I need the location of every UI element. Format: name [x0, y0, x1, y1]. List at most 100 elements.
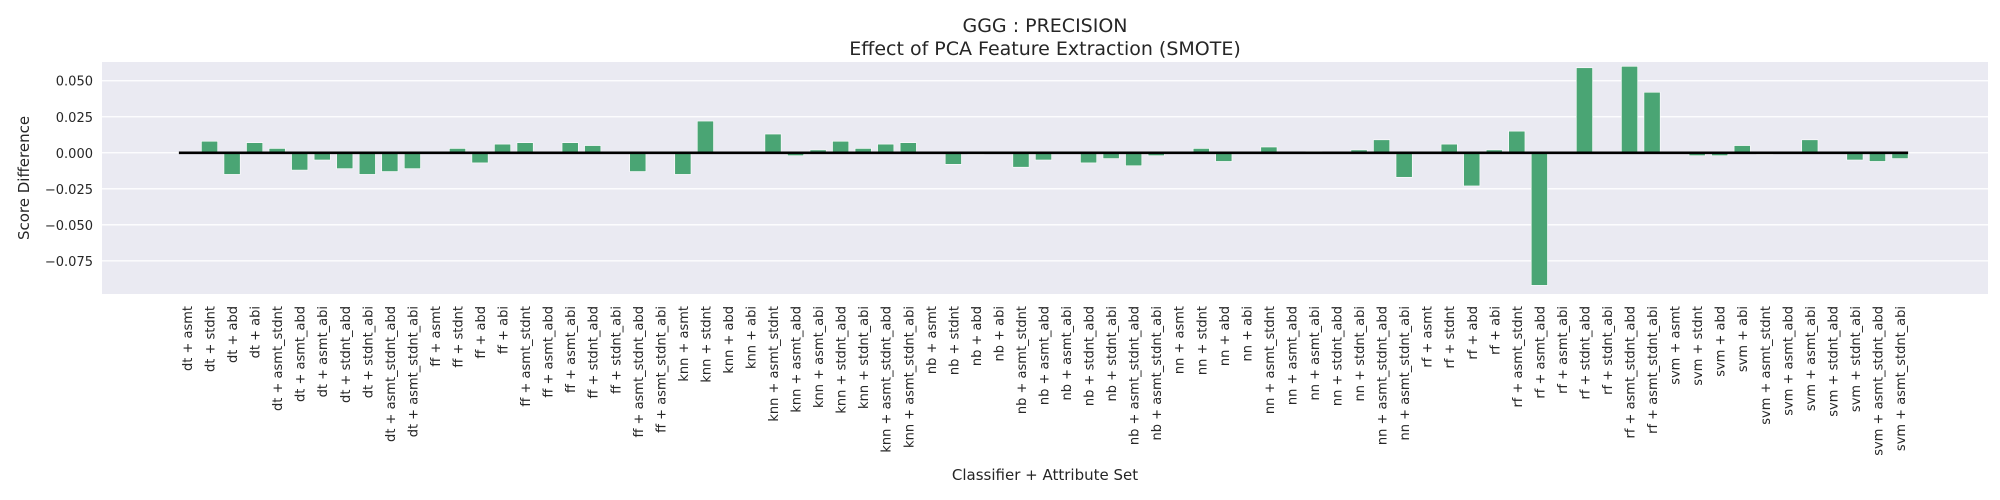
x-tick-label: svm + asmt [1669, 306, 1684, 385]
x-tick-label: svm + abi [1736, 306, 1751, 372]
x-tick-label: nb + asmt_stdnt_abi [1150, 306, 1165, 440]
x-tick-label: ff + stdnt [451, 306, 466, 368]
bar [764, 133, 782, 154]
x-tick-label: knn + stdnt_abd [835, 306, 850, 414]
x-tick-label: ff + asmt_abd [542, 306, 557, 398]
x-tick-label: nb + asmt_abd [1038, 306, 1053, 405]
x-tick-label: svm + asmt_abi [1804, 306, 1819, 411]
x-tick-label: svm + asmt_stdnt_abd [1871, 306, 1886, 456]
x-tick-label: dt + asmt_stdnt_abd [384, 306, 399, 442]
x-axis-label: Classifier + Attribute Set [952, 466, 1138, 484]
bar [1463, 152, 1481, 187]
x-tick-labels: dt + asmt dt + stdnt dt + abd dt + abi dt + … [181, 306, 1909, 456]
bar [381, 152, 399, 172]
x-tick-label: svm + asmt_abd [1781, 306, 1796, 416]
x-tick-label: dt + stdnt_abi [361, 306, 376, 398]
x-tick-label: ff + asmt [429, 306, 444, 367]
x-tick-label: nb + asmt_stdnt [1015, 306, 1030, 414]
bar [1012, 152, 1030, 168]
x-tick-label: svm + asmt_stdnt_abi [1894, 306, 1909, 451]
x-tick-label: nn + asmt_abd [1285, 306, 1300, 405]
bar [1801, 139, 1819, 154]
x-tick-label: rf + stdnt_abi [1601, 306, 1616, 395]
x-tick-label: nb + stdnt_abd [1083, 306, 1098, 406]
x-tick-label: knn + stdnt [699, 306, 714, 383]
x-tick-label: nn + asmt_stdnt_abi [1398, 306, 1413, 440]
x-tick-label: knn + abi [744, 306, 759, 369]
bar [291, 152, 309, 171]
bar [674, 152, 692, 175]
bar [336, 152, 354, 169]
x-tick-label: dt + stdnt [204, 306, 219, 372]
x-tick-label: knn + asmt_abd [790, 306, 805, 413]
x-tick-label: ff + asmt_stdnt_abi [654, 306, 669, 433]
x-tick-label: nn + stdnt [1195, 306, 1210, 375]
x-tick-label: nb + abd [970, 306, 985, 366]
x-tick-label: nb + asmt [925, 306, 940, 374]
bar [1395, 152, 1413, 178]
x-tick-label: knn + stdnt_abi [857, 306, 872, 409]
x-tick-label: ff + asmt_abi [564, 306, 579, 393]
x-tick-label: rf + asmt_stdnt_abi [1646, 306, 1661, 434]
plot-background [102, 62, 1988, 294]
x-tick-label: ff + abd [474, 306, 489, 359]
x-tick-label: svm + stdnt_abi [1849, 306, 1864, 412]
bar [1373, 139, 1391, 154]
y-tick-label: −0.075 [45, 255, 93, 270]
bar [629, 152, 647, 172]
x-tick-label: nn + stdnt_abi [1353, 306, 1368, 401]
x-tick-label: dt + stdnt_abd [339, 306, 354, 403]
y-tick-label: −0.050 [45, 219, 93, 234]
bar [696, 120, 714, 154]
bar [358, 152, 376, 175]
x-tick-label: nb + asmt_stdnt_abd [1128, 306, 1143, 445]
x-tick-label: nb + stdnt [947, 306, 962, 375]
y-tick-labels: 0.050 0.025 0.000 −0.025 −0.050 −0.075 [45, 75, 93, 270]
y-axis-label: Score Difference [15, 116, 33, 240]
x-tick-label: rf + abd [1466, 306, 1481, 360]
x-tick-label: dt + abi [249, 306, 264, 358]
bar [223, 152, 241, 175]
x-tick-label: knn + asmt_stdnt_abd [880, 306, 895, 453]
y-tick-label: 0.025 [56, 111, 93, 126]
x-tick-label: knn + asmt [677, 306, 692, 382]
bar [1643, 91, 1661, 154]
y-tick-label: −0.025 [45, 183, 93, 198]
bar [246, 142, 264, 154]
x-tick-label: dt + abd [226, 306, 241, 363]
x-tick-label: rf + asmt_abi [1556, 306, 1571, 394]
bar [471, 152, 489, 164]
x-tick-label: rf + asmt_abd [1533, 306, 1548, 399]
bar [201, 140, 218, 154]
y-tick-label: 0.000 [56, 147, 93, 162]
x-tick-label: dt + asmt_abi [316, 306, 331, 397]
x-tick-label: ff + stdnt_abd [587, 306, 602, 399]
x-tick-label: dt + asmt_stdnt [271, 306, 286, 411]
x-tick-label: svm + asmt_stdnt [1759, 306, 1774, 425]
chart-subtitle: Effect of PCA Feature Extraction (SMOTE) [849, 38, 1241, 60]
x-tick-label: svm + stdnt_abd [1826, 306, 1841, 417]
bar [403, 152, 421, 169]
x-tick-label: nn + stdnt_abd [1331, 306, 1346, 406]
x-tick-label: dt + asmt_stdnt_abi [406, 306, 421, 437]
x-tick-label: rf + asmt [1421, 306, 1436, 368]
x-tick-label: nn + asmt_stdnt_abd [1376, 306, 1391, 445]
x-tick-label: ff + asmt_stdnt [519, 306, 534, 407]
chart-title: GGG : PRECISION [962, 15, 1127, 37]
x-tick-label: nb + abi [992, 306, 1007, 361]
x-tick-label: ff + stdnt_abi [609, 306, 624, 394]
x-tick-label: knn + abd [722, 306, 737, 374]
x-tick-label: nb + asmt_abi [1060, 306, 1075, 400]
x-tick-label: rf + asmt_stdnt_abd [1624, 306, 1639, 439]
x-tick-label: knn + asmt_abi [812, 306, 827, 408]
bar [1621, 66, 1638, 154]
x-tick-label: rf + asmt_stdnt [1511, 306, 1526, 408]
x-tick-label: svm + abd [1714, 306, 1729, 377]
x-tick-label: nn + abi [1240, 306, 1255, 361]
x-tick-label: rf + stdnt_abd [1578, 306, 1593, 400]
bar [899, 142, 917, 154]
x-tick-label: knn + asmt_stdnt_abi [902, 306, 917, 448]
y-tick-label: 0.050 [56, 75, 93, 90]
x-tick-label: nn + asmt_stdnt [1263, 306, 1278, 414]
